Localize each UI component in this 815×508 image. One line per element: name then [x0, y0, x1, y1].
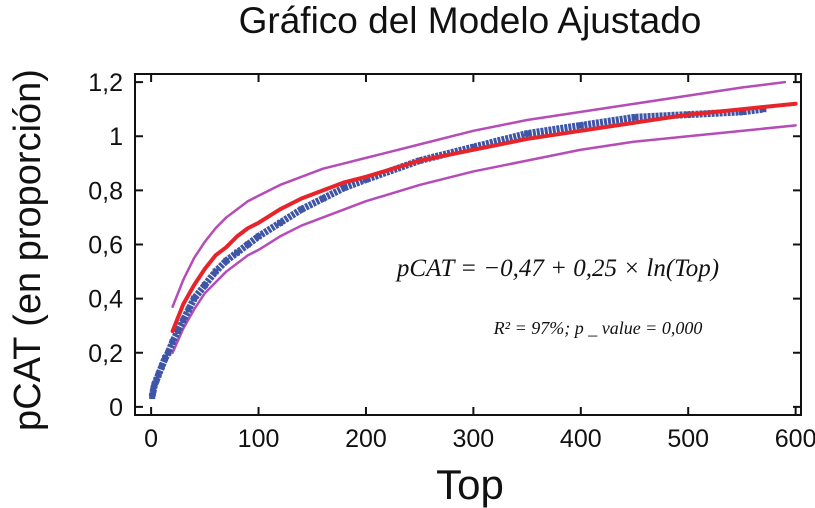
- plot-frame: [134, 73, 802, 416]
- y-tick-label: 0,2: [88, 340, 123, 368]
- data-point: [185, 306, 192, 313]
- x-tick-label: 400: [560, 425, 602, 453]
- chart-title: Gráfico del Modelo Ajustado: [239, 0, 702, 41]
- data-point: [169, 338, 176, 345]
- y-tick-label: 1: [109, 123, 123, 151]
- data-point: [153, 376, 160, 383]
- series-lower-band: [171, 124, 797, 355]
- x-tick-label: 200: [345, 425, 387, 453]
- data-point: [201, 282, 208, 289]
- data-point: [760, 106, 767, 113]
- data-point: [165, 349, 172, 356]
- data-point: [362, 176, 369, 183]
- upper-band-line: [171, 80, 787, 308]
- y-tick-label: 0,6: [88, 232, 123, 260]
- series-fitted: [170, 101, 798, 334]
- data-point: [524, 130, 531, 137]
- x-axis-label: Top: [436, 461, 504, 508]
- data-point: [277, 219, 284, 226]
- data-point: [577, 122, 584, 129]
- x-axis: 0 100 200 300 400 500 600: [144, 74, 815, 453]
- x-tick-label: 500: [667, 425, 709, 453]
- x-tick-label: 300: [453, 425, 495, 453]
- data-point: [155, 371, 162, 378]
- data-point: [180, 317, 187, 324]
- y-tick-label: 1,2: [88, 69, 123, 97]
- y-tick-label: 0,4: [88, 286, 123, 314]
- data-point: [234, 249, 241, 256]
- data-point: [150, 387, 157, 394]
- equation-annotation: pCAT = −0,47 + 0,25 × ln(Top): [395, 255, 719, 282]
- data-point: [244, 241, 251, 248]
- data-point: [341, 184, 348, 191]
- data-point: [151, 382, 158, 389]
- y-tick-label: 0,8: [88, 177, 123, 205]
- x-tick-label: 100: [238, 425, 280, 453]
- data-point: [223, 257, 230, 264]
- data-point: [319, 195, 326, 202]
- y-axis-label: pCAT (en proporción): [7, 69, 49, 431]
- x-tick-label: 600: [775, 425, 815, 453]
- data-point: [191, 295, 198, 302]
- data-point: [149, 393, 156, 400]
- series-upper-band: [171, 80, 787, 308]
- data-point: [174, 328, 181, 335]
- series-observed: [148, 105, 767, 400]
- lower-band-line: [171, 124, 797, 355]
- data-point: [298, 206, 305, 213]
- y-tick-label: 0: [109, 394, 123, 422]
- series-layer: [148, 80, 798, 400]
- data-point: [255, 233, 262, 240]
- fitted-line: [170, 101, 798, 334]
- data-point: [158, 363, 165, 370]
- data-point: [738, 108, 745, 115]
- data-point: [631, 114, 638, 121]
- y-axis: 0 0,2 0,4 0,6 0,8 1 1,2: [88, 69, 801, 422]
- x-tick-label: 0: [144, 425, 158, 453]
- data-point: [470, 144, 477, 151]
- data-point: [162, 355, 169, 362]
- data-point: [212, 268, 219, 275]
- r2-annotation: R² = 97%; p _ value = 0,000: [493, 318, 703, 338]
